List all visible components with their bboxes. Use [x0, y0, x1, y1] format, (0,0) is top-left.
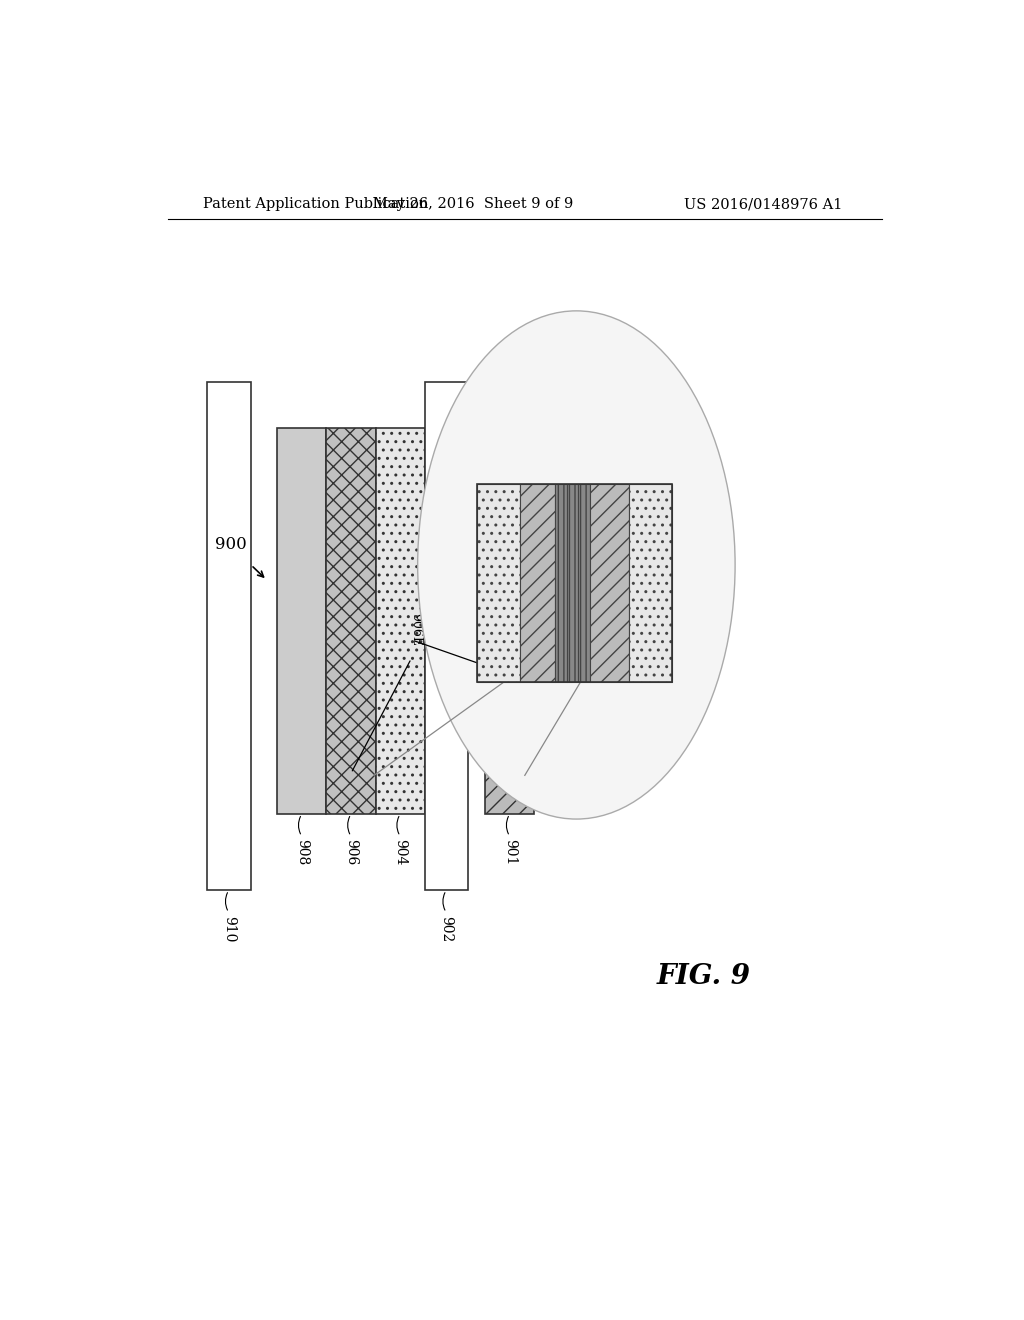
Bar: [425, 381, 468, 890]
Text: 901: 901: [503, 840, 517, 866]
Text: 902: 902: [439, 916, 454, 942]
Text: May 26, 2016  Sheet 9 of 9: May 26, 2016 Sheet 9 of 9: [373, 197, 573, 211]
Text: 906D: 906D: [542, 663, 555, 697]
Ellipse shape: [418, 312, 735, 818]
Bar: [207, 381, 251, 890]
Bar: [555, 483, 566, 682]
Text: US 2016/0148976 A1: US 2016/0148976 A1: [684, 197, 842, 211]
Bar: [278, 428, 327, 814]
Text: Patent Application Publication: Patent Application Publication: [204, 197, 429, 211]
Bar: [477, 483, 520, 682]
Text: 908: 908: [295, 840, 309, 866]
Bar: [485, 387, 535, 814]
Bar: [520, 483, 555, 682]
Bar: [566, 483, 579, 682]
Bar: [629, 483, 672, 682]
Text: 906C: 906C: [518, 694, 531, 727]
Text: 906E: 906E: [409, 614, 422, 647]
Bar: [579, 483, 590, 682]
Text: 906: 906: [344, 840, 358, 866]
Bar: [477, 483, 672, 682]
Text: 906B: 906B: [578, 664, 591, 697]
Text: 906A: 906A: [550, 725, 563, 758]
Text: FIG. 9: FIG. 9: [656, 964, 751, 990]
Bar: [327, 428, 376, 814]
Text: 900: 900: [215, 536, 247, 553]
Bar: [376, 428, 425, 814]
Bar: [590, 483, 629, 682]
Text: 904: 904: [393, 840, 408, 866]
Text: 910: 910: [222, 916, 236, 942]
